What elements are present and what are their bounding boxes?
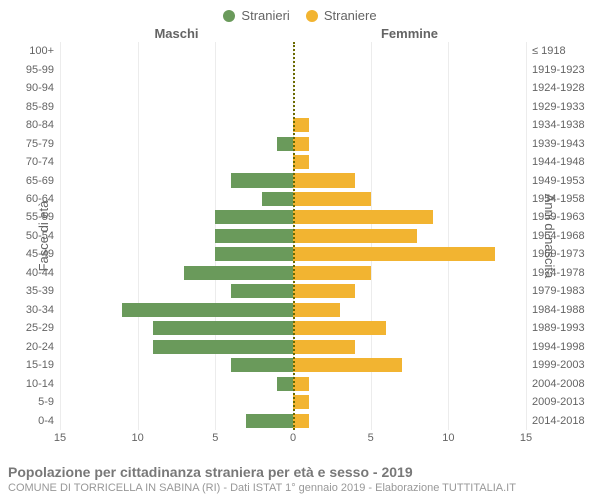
bar-female [293, 321, 386, 335]
bar-male [231, 284, 293, 298]
chart-area: Maschi Femmine Fasce di età Anni di nasc… [60, 42, 526, 430]
bar-female [293, 137, 309, 151]
bar-female [293, 414, 309, 428]
birth-year-label: 1954-1958 [526, 193, 585, 205]
bar-male [122, 303, 293, 317]
x-tick: 0 [290, 432, 296, 444]
age-label: 60-64 [26, 193, 60, 205]
legend-label-male: Stranieri [241, 8, 289, 23]
birth-year-label: 1999-2003 [526, 359, 585, 371]
legend-item-male: Stranieri [223, 8, 289, 23]
birth-year-label: 1974-1978 [526, 267, 585, 279]
bar-female [293, 118, 309, 132]
birth-year-label: 1944-1948 [526, 156, 585, 168]
bar-male [215, 210, 293, 224]
birth-year-label: 1929-1933 [526, 101, 585, 113]
age-label: 10-14 [26, 378, 60, 390]
bar-male [153, 340, 293, 354]
bar-male [262, 192, 293, 206]
age-label: 15-19 [26, 359, 60, 371]
bar-female [293, 247, 495, 261]
birth-year-label: 1989-1993 [526, 322, 585, 334]
bar-female [293, 173, 355, 187]
x-tick: 15 [54, 432, 66, 444]
birth-year-label: ≤ 1918 [526, 45, 566, 57]
age-label: 25-29 [26, 322, 60, 334]
x-tick: 5 [368, 432, 374, 444]
age-label: 45-49 [26, 248, 60, 260]
bar-male [153, 321, 293, 335]
bar-male [215, 229, 293, 243]
column-title-male: Maschi [154, 26, 198, 41]
legend: Stranieri Straniere [0, 8, 600, 23]
age-label: 30-34 [26, 304, 60, 316]
bar-male [246, 414, 293, 428]
bar-male [277, 377, 293, 391]
legend-item-female: Straniere [306, 8, 377, 23]
birth-year-label: 1964-1968 [526, 230, 585, 242]
birth-year-label: 1994-1998 [526, 341, 585, 353]
bar-female [293, 303, 340, 317]
age-label: 20-24 [26, 341, 60, 353]
age-label: 80-84 [26, 119, 60, 131]
bar-male [184, 266, 293, 280]
column-title-female: Femmine [381, 26, 438, 41]
legend-label-female: Straniere [324, 8, 377, 23]
age-label: 85-89 [26, 101, 60, 113]
x-tick: 5 [212, 432, 218, 444]
center-line [293, 42, 295, 430]
x-tick: 10 [442, 432, 454, 444]
age-label: 70-74 [26, 156, 60, 168]
bar-female [293, 377, 309, 391]
birth-year-label: 2009-2013 [526, 396, 585, 408]
age-label: 100+ [29, 45, 60, 57]
footer: Popolazione per cittadinanza straniera p… [8, 464, 592, 494]
footer-subtitle: COMUNE DI TORRICELLA IN SABINA (RI) - Da… [8, 482, 592, 494]
female-swatch-icon [306, 10, 318, 22]
age-label: 55-59 [26, 211, 60, 223]
birth-year-label: 1934-1938 [526, 119, 585, 131]
birth-year-label: 1949-1953 [526, 175, 585, 187]
bar-female [293, 192, 371, 206]
age-label: 65-69 [26, 175, 60, 187]
birth-year-label: 1919-1923 [526, 64, 585, 76]
bar-female [293, 155, 309, 169]
bar-male [231, 173, 293, 187]
bar-female [293, 395, 309, 409]
age-label: 5-9 [38, 396, 60, 408]
bar-male [215, 247, 293, 261]
age-label: 75-79 [26, 138, 60, 150]
bar-female [293, 340, 355, 354]
bar-female [293, 229, 417, 243]
male-swatch-icon [223, 10, 235, 22]
birth-year-label: 1969-1973 [526, 248, 585, 260]
bar-male [231, 358, 293, 372]
birth-year-label: 1939-1943 [526, 138, 585, 150]
bar-female [293, 358, 402, 372]
birth-year-label: 1924-1928 [526, 82, 585, 94]
x-tick: 10 [132, 432, 144, 444]
age-label: 35-39 [26, 285, 60, 297]
birth-year-label: 1979-1983 [526, 285, 585, 297]
x-axis: 15105051015 [60, 430, 526, 448]
bar-male [277, 137, 293, 151]
age-label: 50-54 [26, 230, 60, 242]
age-label: 95-99 [26, 64, 60, 76]
birth-year-label: 1984-1988 [526, 304, 585, 316]
chart-wrapper: Stranieri Straniere Maschi Femmine Fasce… [0, 0, 600, 500]
age-label: 0-4 [38, 415, 60, 427]
bar-female [293, 210, 433, 224]
age-label: 90-94 [26, 82, 60, 94]
bar-female [293, 266, 371, 280]
column-titles: Maschi Femmine [60, 26, 526, 42]
x-tick: 15 [520, 432, 532, 444]
birth-year-label: 2004-2008 [526, 378, 585, 390]
bar-female [293, 284, 355, 298]
birth-year-label: 2014-2018 [526, 415, 585, 427]
footer-title: Popolazione per cittadinanza straniera p… [8, 464, 592, 480]
birth-year-label: 1959-1963 [526, 211, 585, 223]
age-label: 40-44 [26, 267, 60, 279]
